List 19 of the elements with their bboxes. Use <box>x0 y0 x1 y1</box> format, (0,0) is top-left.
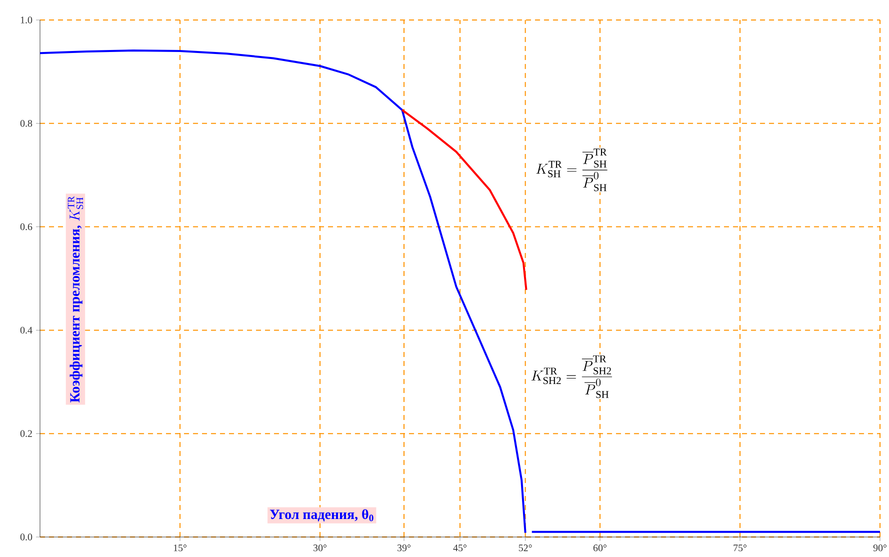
x-tick-label: 15° <box>174 544 186 552</box>
x-tick-label: 45° <box>453 544 466 552</box>
annotation: $K_{\mathrm{SH2}}^{\mathrm{TR}}=\frac{\overline{P}_{\mathrm{SH2}}^{\mathrm{TR}}}{\overline{P}_{\mathrm{SH}}^{0}}$ <box>531 355 612 398</box>
y-tick-label: 0.8 <box>20 120 32 127</box>
annotation: $K_{\mathrm{SH}}^{\mathrm{TR}}=\frac{\overline{P}_{\mathrm{SH}}^{\mathrm{TR}}}{\overline{P}_{\mathrm{SH}}^{0}}$ <box>536 148 608 192</box>
x-axis-title: Угол падения, θ$_{0}$ <box>270 509 374 522</box>
x-tick-label: 75° <box>734 544 746 552</box>
y-tick-label: 1.0 <box>20 16 32 24</box>
y-tick-label: 0.4 <box>20 326 32 334</box>
x-tick-label: 39° <box>398 544 410 552</box>
x-tick-label: 30° <box>314 544 326 552</box>
y-tick-label: 0.0 <box>20 534 32 540</box>
y-tick-label: 0.6 <box>20 223 32 230</box>
line-series <box>401 108 528 291</box>
x-tick-label: 52° <box>518 544 532 552</box>
y-tick-label: 0.2 <box>20 430 32 437</box>
x-tick-label: 90° <box>873 544 886 552</box>
x-tick-label: 60° <box>593 544 606 552</box>
y-axis-title: $\mbox{Коэффициент преломления, }K_{\mathrm{SH}}^{\mathrm{TR}}$ <box>68 196 84 402</box>
